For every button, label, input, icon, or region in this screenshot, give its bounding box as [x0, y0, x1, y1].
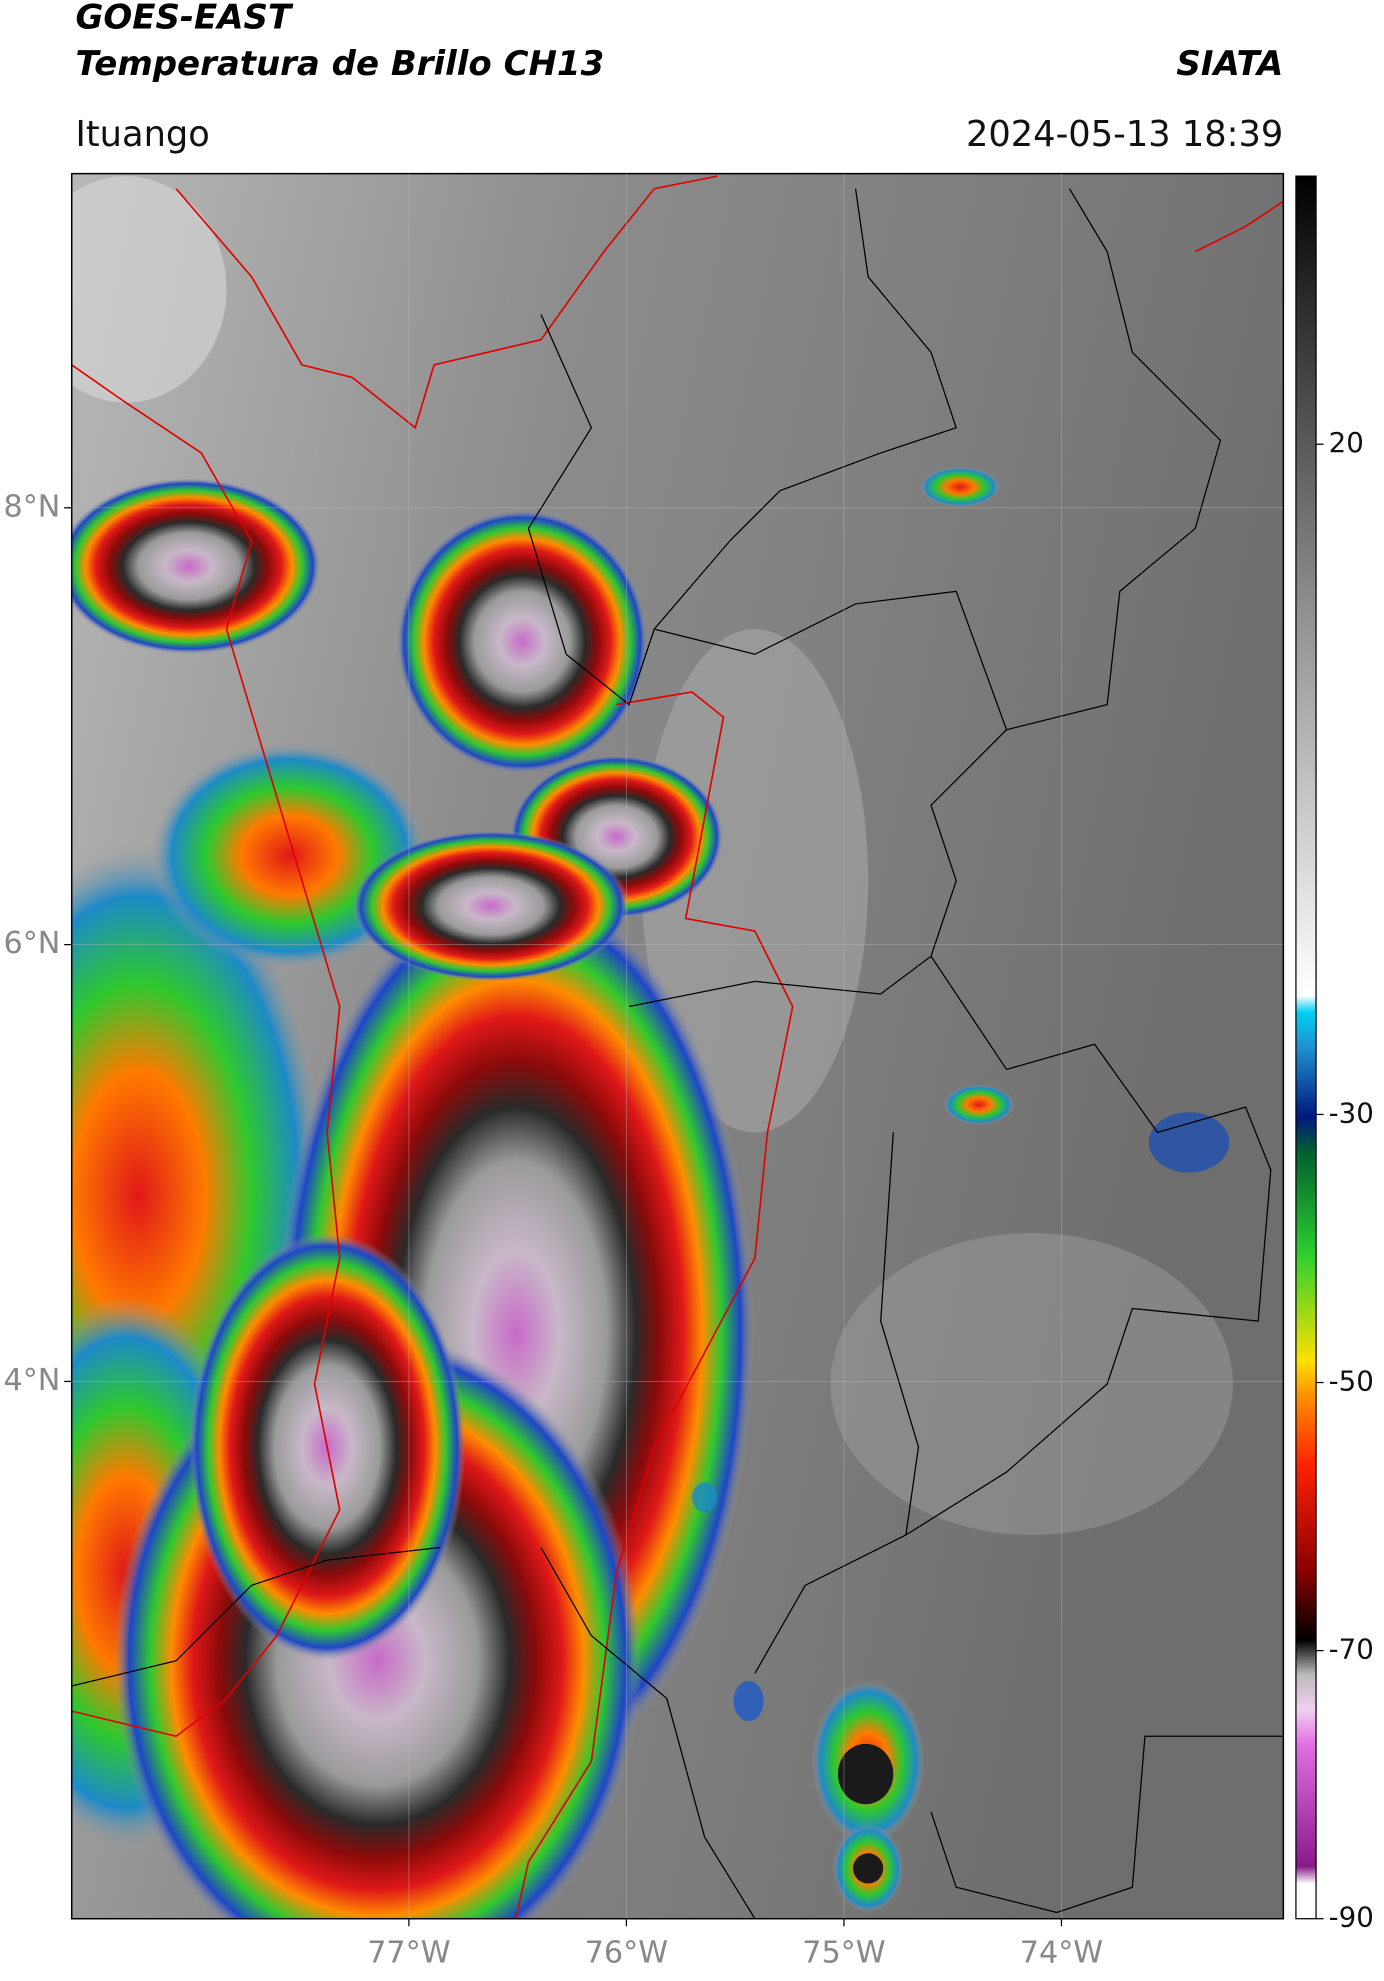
subtitle: Temperatura de Brillo CH13: [75, 44, 604, 84]
lat-label: 8°N: [4, 489, 61, 524]
lat-label: 6°N: [4, 926, 61, 961]
map-frame: [70, 172, 1285, 1920]
lon-label: 74°W: [1020, 1935, 1103, 1970]
map-image: [71, 173, 1284, 1919]
colorbar-label: 20: [1329, 426, 1364, 459]
colorbar-label: -70: [1329, 1633, 1374, 1666]
colorbar: [1295, 175, 1317, 1920]
title: GOES-EAST: [75, 0, 293, 37]
colorbar-label: -50: [1329, 1365, 1374, 1398]
lon-label: 75°W: [802, 1935, 885, 1970]
lon-label: 76°W: [585, 1935, 668, 1970]
colorbar-label: -30: [1329, 1096, 1374, 1129]
lat-label: 4°N: [4, 1363, 61, 1398]
timestamp: 2024-05-13 18:39: [966, 114, 1283, 155]
colorbar-label: -90: [1329, 1901, 1374, 1934]
lon-label: 77°W: [367, 1935, 450, 1970]
source: SIATA: [1176, 44, 1283, 84]
location: Ituango: [75, 114, 209, 155]
